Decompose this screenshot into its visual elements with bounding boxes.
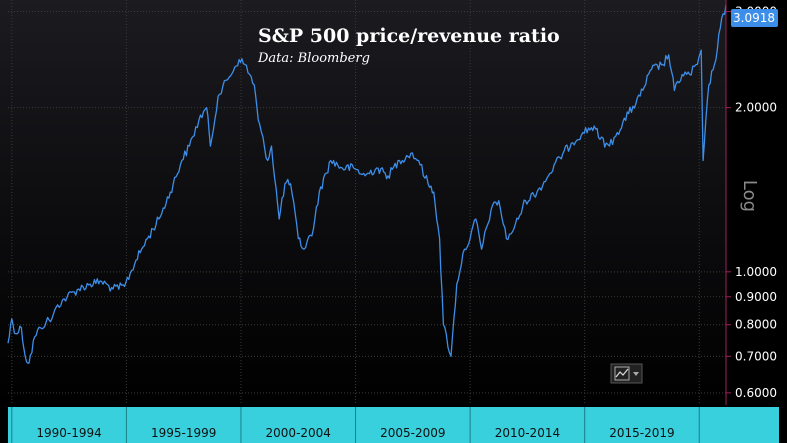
x-tick-label: 2000-2004 [266,426,331,440]
last-value-label: 3.0918 [733,11,775,25]
log-scale-label: Log [739,180,760,212]
last-value-badge: 3.0918 [731,9,778,27]
chevron-down-icon [633,372,639,376]
x-tick-label: 2015-2019 [609,426,674,440]
y-tick-label: 0.6000 [735,386,777,400]
y-tick-label: 0.8000 [735,318,777,332]
plot-background [0,0,726,405]
last-value-badge-bg [731,9,778,27]
x-axis: 1990-1994 1995-1999 2000-2004 2005-2009 2010… [11,407,700,443]
chart-type-selector[interactable] [610,363,643,384]
y-tick-label: 0.9000 [735,290,777,304]
x-tick-label: 2010-2014 [495,426,560,440]
y-tick-label: 1.0000 [735,265,777,279]
y-tick-label: 2.0000 [735,101,777,115]
x-tick-label: 1990-1994 [36,426,101,440]
line-chart-icon-glyph [615,368,629,378]
chart-subtitle: Data: Bloomberg [257,51,370,66]
x-axis-band [8,407,779,443]
x-tick-label: 2005-2009 [380,426,445,440]
chart-title: S&P 500 price/revenue ratio [258,25,560,47]
line-chart-icon [614,366,630,381]
series-line [7,4,727,364]
y-tick-label: 0.7000 [735,349,777,363]
chart-type-button[interactable] [610,363,643,384]
x-tick-label: 1995-1999 [151,426,216,440]
